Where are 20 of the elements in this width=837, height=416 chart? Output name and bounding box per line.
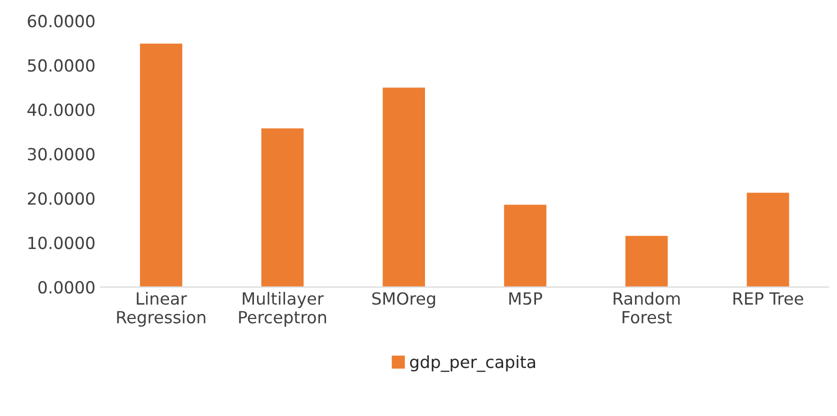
x-tick-label: Multilayer Perceptron [239, 292, 326, 327]
x-tick-label: M5P [509, 292, 542, 305]
y-tick-label: 40.0000 [27, 104, 94, 116]
y-tick-label: 20.0000 [28, 192, 94, 205]
x-tick-label: Linear Regression [117, 292, 206, 327]
y-tick-label: 30.0000 [28, 148, 94, 160]
y-tick-label: 60.0000 [28, 14, 94, 28]
x-tick-label: Random Forest [614, 292, 680, 324]
bar [381, 86, 426, 288]
legend-label: gdp_per_capita [410, 355, 536, 372]
y-tick-label: 10.0000 [28, 236, 94, 250]
bar [260, 127, 306, 288]
y-tick-label: 0.0000 [38, 281, 94, 294]
bar [745, 191, 790, 288]
bar [138, 42, 184, 288]
bar [624, 234, 670, 288]
bar [502, 203, 548, 288]
x-tick-label: REP Tree [734, 292, 804, 305]
x-tick-label: SMOreg [372, 292, 436, 308]
y-tick-label: 50.0000 [28, 59, 94, 72]
